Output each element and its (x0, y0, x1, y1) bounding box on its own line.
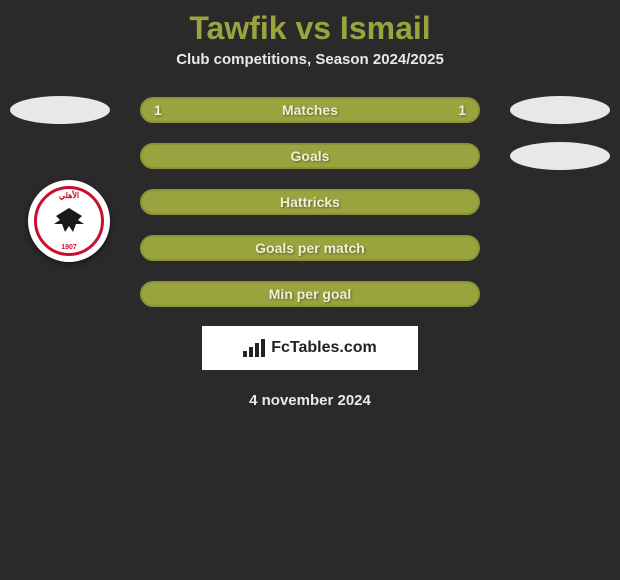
stat-row: Goals (0, 142, 620, 170)
left-pill (10, 96, 110, 124)
club-badge: الأهلي 1907 (28, 180, 110, 262)
branding-box[interactable]: FcTables.com (202, 326, 418, 370)
stat-bar: Min per goal (140, 281, 480, 307)
stat-bar: Hattricks (140, 189, 480, 215)
badge-inner: الأهلي 1907 (34, 186, 104, 256)
badge-bottom-text: 1907 (37, 244, 101, 251)
badge-top-text: الأهلي (37, 191, 101, 200)
stat-bar: Goals per match (140, 235, 480, 261)
eagle-icon (50, 206, 88, 236)
right-pill (510, 96, 610, 124)
player2-name: Ismail (340, 10, 431, 46)
chart-icon (243, 339, 265, 357)
page-title: Tawfik vs Ismail (0, 0, 620, 51)
subtitle: Club competitions, Season 2024/2025 (0, 51, 620, 96)
vs-text: vs (295, 10, 331, 46)
stat-bar: Goals (140, 143, 480, 169)
stat-label: Matches (142, 102, 478, 118)
date-text: 4 november 2024 (0, 392, 620, 409)
stat-right-value: 1 (458, 102, 466, 118)
stat-label: Goals (142, 148, 478, 164)
stat-label: Hattricks (142, 194, 478, 210)
stat-row: Min per goal (0, 280, 620, 308)
branding-text: FcTables.com (271, 339, 377, 357)
stat-label: Goals per match (142, 240, 478, 256)
stat-row: 1Matches1 (0, 96, 620, 124)
player1-name: Tawfik (189, 10, 286, 46)
right-pill (510, 142, 610, 170)
stat-bar: 1Matches1 (140, 97, 480, 123)
stat-label: Min per goal (142, 286, 478, 302)
